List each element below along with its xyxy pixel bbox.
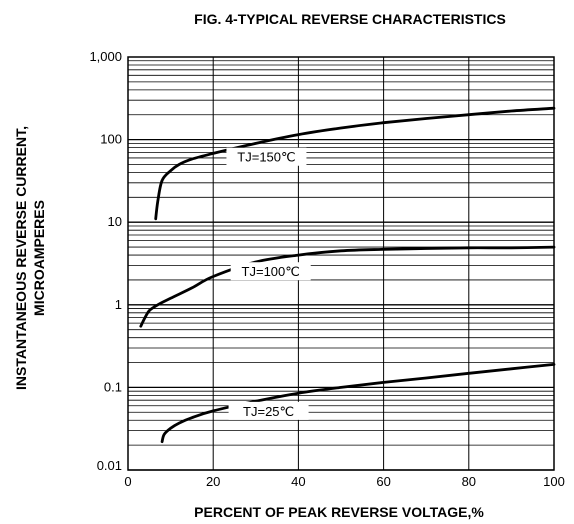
series-layer (139, 106, 556, 444)
x-tick-labels: 0 20 40 60 80 100 (124, 474, 564, 489)
y-tick-label: 100 (100, 132, 122, 147)
x-tick-label: 0 (124, 474, 131, 489)
chart-title: FIG. 4-TYPICAL REVERSE CHARACTERISTICS (194, 11, 506, 27)
series-line-2 (160, 363, 556, 444)
series-label-group-2: TJ=25℃ (228, 401, 309, 420)
y-tick-labels: 0.01 0.1 1 10 100 1,000 (89, 49, 122, 473)
x-tick-label: 100 (543, 474, 565, 489)
series-label-bg (228, 401, 309, 420)
series-label-group-1: TJ=100℃ (230, 262, 311, 281)
grid (127, 57, 555, 471)
plot-border (127, 56, 555, 471)
x-axis-label: PERCENT OF PEAK REVERSE VOLTAGE,% (194, 504, 484, 520)
y-tick-label: 0.1 (104, 379, 122, 394)
y-tick-label: 0.01 (97, 458, 122, 473)
series-labels: TJ=150℃ TJ=100℃ TJ=25℃ (226, 147, 311, 420)
y-tick-label: 10 (108, 214, 122, 229)
series-label-2: TJ=25℃ (243, 404, 294, 419)
x-tick-label: 40 (291, 474, 305, 489)
series-label-1: TJ=100℃ (242, 264, 300, 279)
series-label-bg (226, 147, 307, 166)
series-line-0 (154, 106, 556, 221)
series-label-group-0: TJ=150℃ (226, 147, 307, 166)
series-label-bg (230, 262, 311, 281)
y-axis-label-line2: MICROAMPERES (31, 200, 47, 316)
x-tick-label: 20 (206, 474, 220, 489)
y-tick-label: 1,000 (89, 49, 122, 64)
series-line-1 (139, 245, 556, 328)
x-tick-label: 60 (376, 474, 390, 489)
y-tick-label: 1 (115, 297, 122, 312)
series-label-0: TJ=150℃ (237, 150, 295, 165)
plot-frame (127, 56, 555, 471)
x-tick-label: 80 (462, 474, 476, 489)
y-axis-label-line1: INSTANTANEOUS REVERSE CURRENT, (13, 126, 29, 390)
